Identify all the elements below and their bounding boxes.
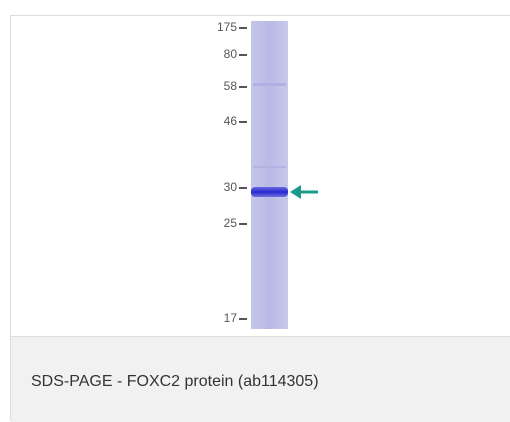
arrow [290, 185, 318, 199]
caption: SDS-PAGE - FOXC2 protein (ab114305) [31, 373, 319, 391]
gel-image: 175 80 58 46 30 25 17 [11, 16, 510, 336]
marker-label: 80 [224, 47, 238, 61]
faint-band [253, 166, 286, 168]
marker-label: 46 [224, 114, 238, 128]
marker-label: 58 [224, 79, 238, 93]
gel-lane [251, 21, 288, 329]
page: 175 80 58 46 30 25 17 SDS-PAGE - FOXC2 protein… [0, 0, 510, 421]
marker-labels: 175 80 58 46 30 25 17 [217, 20, 247, 325]
marker-label: 25 [224, 216, 238, 230]
faint-band [253, 83, 286, 86]
marker-label: 30 [224, 180, 238, 194]
protein-band [251, 187, 288, 197]
marker-label: 175 [217, 20, 237, 34]
figure-frame: 175 80 58 46 30 25 17 SDS-PAGE - FOXC2 protein… [10, 15, 510, 421]
marker-label: 17 [224, 311, 238, 325]
caption-box: SDS-PAGE - FOXC2 protein (ab114305) [11, 336, 510, 422]
